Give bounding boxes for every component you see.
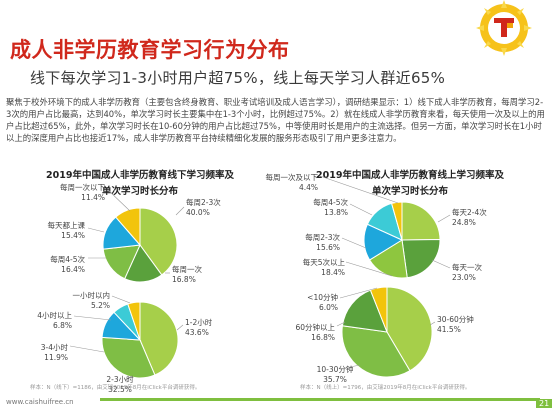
slice-label: 一小时以内 xyxy=(73,290,111,300)
pie-slice xyxy=(401,201,441,241)
page-number: 21 xyxy=(536,399,553,408)
leader-line xyxy=(341,237,367,249)
page-subtitle: 线下每次学习1-3小时用户超75%，线上每天学习人群近65% xyxy=(30,69,446,87)
leader-line xyxy=(429,321,436,326)
slice-value: 6.8% xyxy=(53,321,72,330)
leader-line xyxy=(87,227,105,233)
slice-value: 40.0% xyxy=(186,208,210,217)
slice-value: 18.4% xyxy=(321,268,345,277)
source-note: 样本：N（线下）=1186，由艾瑞2019年8月在iClick平台调研获得。 xyxy=(30,383,200,391)
slice-label: 每周一次以下 xyxy=(60,182,105,192)
chart-title: 2019年中国成人非学历教育线下学习频率及 xyxy=(46,169,234,181)
footer-divider xyxy=(100,398,540,401)
body-paragraph: 聚焦于校外环境下的成人非学历教育（主要包含终身教育、职业考试培训及成人语言学习）… xyxy=(6,97,545,143)
leader-line xyxy=(336,321,346,327)
leader-line xyxy=(73,315,112,321)
slice-label: 30-60分钟 xyxy=(437,314,474,324)
slice-value: 35.7% xyxy=(323,375,347,384)
iresearch-logo-icon xyxy=(476,0,532,56)
pie-slice xyxy=(101,336,156,379)
slice-value: 15.6% xyxy=(316,243,340,252)
slice-value: 13.8% xyxy=(324,208,348,217)
leader-line xyxy=(319,175,399,204)
slice-value: 16.4% xyxy=(61,265,85,274)
source-note: 样本：N（线上）=1796，由艾瑞2019年8月在iClick平台调研获得。 xyxy=(300,383,470,391)
slice-label: 1-2小时 xyxy=(185,317,213,327)
pie-slice xyxy=(369,286,388,333)
slice-value: 15.4% xyxy=(61,231,85,240)
pie-slice xyxy=(139,301,179,376)
slice-label: 2-3小时 xyxy=(106,374,134,384)
slice-value: 23.0% xyxy=(452,273,476,282)
pie-slice xyxy=(401,239,441,279)
slice-label: 每天2-4次 xyxy=(452,207,487,217)
slice-label: <10分钟 xyxy=(307,292,338,302)
slice-label: 每周一次及以下 xyxy=(266,172,319,182)
slice-label: 每天一次 xyxy=(452,262,482,272)
leader-line xyxy=(107,189,131,212)
slice-value: 16.8% xyxy=(172,275,196,284)
slice-label: 每周4-5次 xyxy=(313,197,348,207)
slice-value: 41.5% xyxy=(437,325,461,334)
pie-slice xyxy=(341,289,388,333)
leader-line xyxy=(124,375,133,381)
slice-label: 每天都上课 xyxy=(48,220,86,230)
slice-value: 24.8% xyxy=(452,218,476,227)
leader-line xyxy=(349,203,373,216)
leader-line xyxy=(69,345,105,353)
pie-slice xyxy=(139,207,178,276)
slice-label: 60分钟以上 xyxy=(295,322,335,332)
slice-value: 11.9% xyxy=(44,353,68,362)
slice-value: 5.2% xyxy=(91,301,110,310)
slice-label: 3-4小时 xyxy=(41,342,69,352)
chart-title: 2019年中国成人非学历教育线上学习频率及 xyxy=(316,169,504,181)
leader-line xyxy=(437,214,451,223)
pie-slice xyxy=(115,207,141,247)
chart-subtitle: 单次学习时长分布 xyxy=(102,185,179,197)
pie-slice xyxy=(341,325,411,378)
slice-label: 每天5次以上 xyxy=(303,257,346,267)
slice-label: 每周2-3次 xyxy=(186,197,221,207)
slice-value: 11.4% xyxy=(81,193,105,202)
slice-label: 4小时以上 xyxy=(37,310,72,320)
slice-value: 16.8% xyxy=(311,333,335,342)
slice-value: 43.6% xyxy=(185,328,209,337)
leader-line xyxy=(339,287,378,299)
leader-line xyxy=(111,295,131,304)
pie-slice xyxy=(127,301,141,341)
slice-label: 每周2-3次 xyxy=(305,232,340,242)
slice-label: 10-30分钟 xyxy=(317,364,354,374)
slice-value: 4.4% xyxy=(299,183,318,192)
page-title: 成人非学历教育学习行为分布 xyxy=(10,38,290,62)
slice-label: 每周一次 xyxy=(172,264,202,274)
leader-line xyxy=(344,364,361,369)
slice-value: 32.5% xyxy=(108,385,132,394)
slice-value: 6.0% xyxy=(319,303,338,312)
leader-line xyxy=(431,259,451,269)
leader-line xyxy=(176,324,184,331)
leader-line xyxy=(175,206,185,216)
leader-line xyxy=(345,261,393,277)
watermark-text: www.caishuifree.cn xyxy=(6,398,74,406)
chart-subtitle: 单次学习时长分布 xyxy=(372,185,449,197)
pie-slice xyxy=(386,286,433,372)
slice-label: 每周4-5次 xyxy=(50,254,85,264)
